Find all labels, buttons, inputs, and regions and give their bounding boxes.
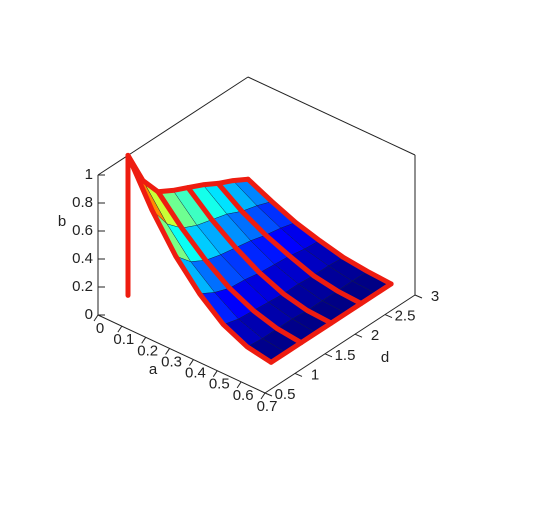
x-tick-label: 0.4 <box>185 365 206 382</box>
y-tick <box>354 333 363 338</box>
x-tick <box>260 392 266 400</box>
axis-box-edge <box>97 76 249 176</box>
x-tick-label: 0.3 <box>161 353 182 370</box>
highlight-line <box>215 180 364 306</box>
axis-box-edge <box>247 76 416 156</box>
x-tick-label: 0.5 <box>209 376 230 393</box>
y-axis-label: d <box>381 349 389 366</box>
x-tick <box>189 359 194 366</box>
x-tick-label: 0.7 <box>257 398 278 415</box>
y-tick <box>324 353 333 358</box>
surface-edge <box>245 176 394 287</box>
x-tick <box>117 325 123 333</box>
axis-box-edge <box>264 294 416 394</box>
y-tick-label: 2.5 <box>395 308 416 325</box>
y-tick-label: 1 <box>311 366 319 383</box>
z-tick-label: 1 <box>85 166 93 183</box>
x-axis-label: a <box>149 361 158 378</box>
surface-edge <box>268 281 394 365</box>
x-tick-label: 0 <box>96 320 104 337</box>
z-tick-label: 0.6 <box>72 222 93 239</box>
y-tick-label: 3 <box>431 288 439 305</box>
y-tick-label: 2 <box>371 327 379 344</box>
x-tick-label: 0.2 <box>137 342 158 359</box>
axis-box-edge <box>97 314 266 394</box>
z-axis-label: b <box>58 213 66 230</box>
x-tick <box>165 348 170 355</box>
y-tick <box>294 372 303 377</box>
y-tick <box>264 392 273 397</box>
y-tick-label: 0.5 <box>275 386 296 403</box>
surface-edge <box>125 152 274 365</box>
z-tick-label: 0.8 <box>72 194 93 211</box>
y-tick-label: 1.5 <box>335 347 356 364</box>
z-tick-label: 0.4 <box>72 250 93 267</box>
y-tick <box>384 314 393 319</box>
x-tick <box>236 381 242 389</box>
x-tick <box>141 337 147 344</box>
x-tick-label: 0.1 <box>113 331 134 348</box>
highlight-line <box>155 189 304 346</box>
highlight-line <box>185 185 334 326</box>
x-tick <box>212 370 218 377</box>
surface-edge <box>125 152 251 195</box>
x-tick <box>93 314 99 322</box>
y-tick <box>414 294 423 299</box>
z-tick-label: 0 <box>85 306 93 323</box>
x-tick-label: 0.6 <box>233 387 254 404</box>
z-tick-label: 0.2 <box>72 278 93 295</box>
